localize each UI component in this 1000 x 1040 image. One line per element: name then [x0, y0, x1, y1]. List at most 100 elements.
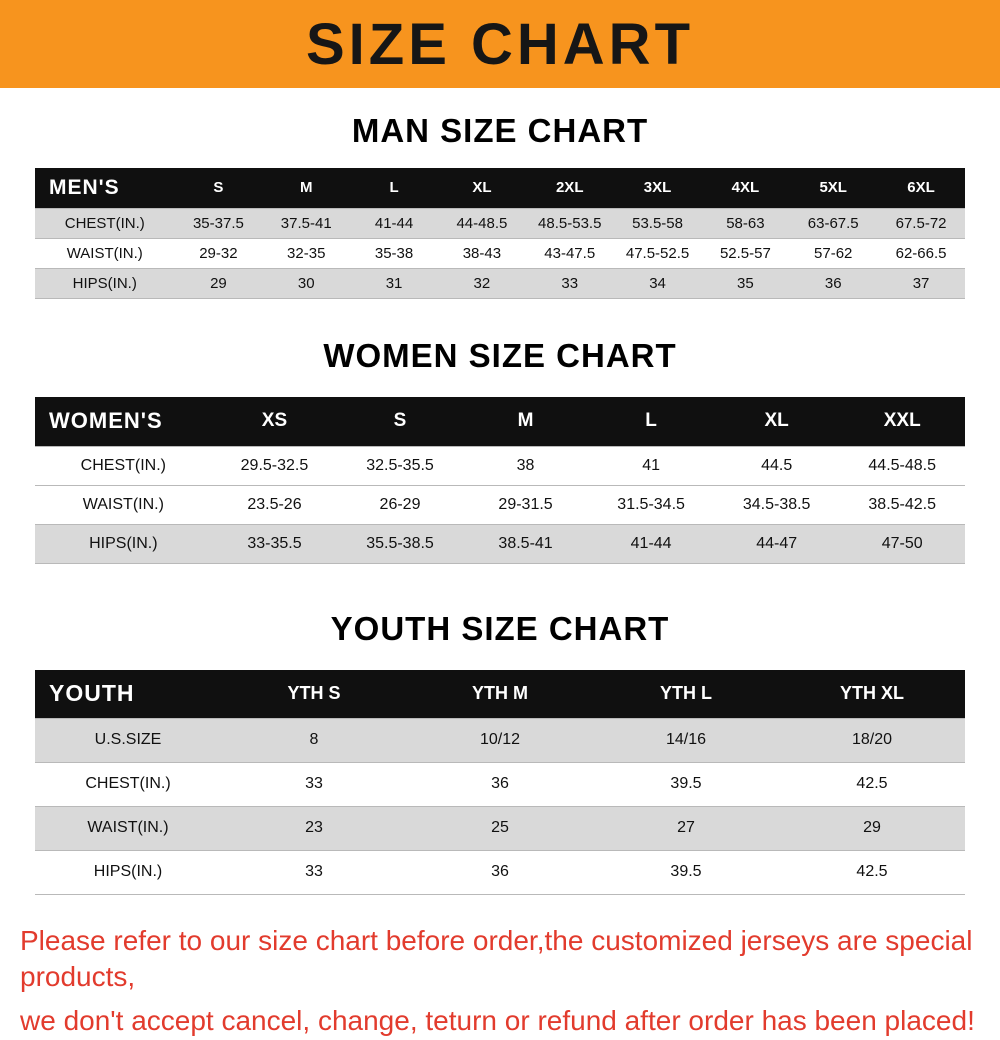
value-cell: 35-38 [374, 244, 414, 262]
table-header-row: YOUTH YTH S YTH M YTH L YTH XL [35, 670, 965, 718]
table-row: WAIST(IN.) 29-32 32-35 35-38 38-43 43-47.5 47.… [35, 238, 965, 268]
size-column-header: S [337, 396, 463, 447]
value-cell: 43-47.5 [544, 244, 596, 262]
value-cell: 63-67.5 [807, 214, 859, 232]
youth-size-table: YOUTH YTH S YTH M YTH L YTH XL U.S.SIZE 8 10/12… [35, 670, 965, 895]
row-label-cell: HIPS(IN.) [89, 535, 158, 552]
value-cell: 42.5 [856, 775, 888, 792]
value-cell: 32 [473, 274, 491, 292]
size-column-header: XL [713, 396, 840, 447]
size-column-header: 6XL [877, 168, 965, 208]
row-label-cell: WAIST(IN.) [87, 819, 169, 836]
value-cell: 47.5-52.5 [625, 244, 690, 262]
value-cell: 29 [210, 274, 227, 292]
value-cell: 39.5 [670, 863, 702, 880]
value-cell: 30 [297, 274, 315, 292]
value-cell: 32.5-35.5 [366, 457, 434, 474]
value-cell: 36 [491, 775, 509, 792]
value-cell: 35-37.5 [192, 214, 244, 232]
value-cell: 29-31.5 [498, 496, 553, 513]
row-label-cell: U.S.SIZE [94, 731, 162, 748]
man-size-chart-section: MAN SIZE CHART MEN'S S M L XL 2XL 3XL 4XL 5XL 6XL… [0, 112, 1000, 299]
value-cell: 38.5-41 [498, 535, 553, 552]
row-label-cell: HIPS(IN.) [72, 274, 137, 292]
value-cell: 34.5-38.5 [742, 496, 811, 513]
size-column-header: 4XL [701, 168, 790, 208]
row-label-cell: HIPS(IN.) [93, 863, 163, 880]
size-column-header: L [350, 168, 438, 208]
table-header-row: WOMEN'S XS S M L XL XXL [35, 396, 965, 447]
value-cell: 67.5-72 [895, 214, 947, 232]
value-cell: 53.5-58 [632, 214, 683, 232]
value-cell: 48.5-53.5 [538, 214, 602, 232]
value-cell: 44.5 [761, 457, 793, 474]
size-column-header: M [462, 396, 589, 447]
women-size-table: WOMEN'S XS S M L XL XXL CHEST(IN.) 29.5-32.5 32.5… [35, 396, 965, 565]
women-size-chart-section: WOMEN SIZE CHART WOMEN'S XS S M L XL XXL CHEST(… [0, 337, 1000, 565]
value-cell: 38 [516, 457, 535, 474]
value-cell: 37.5-41 [280, 214, 332, 232]
value-cell: 58-63 [726, 214, 765, 232]
size-column-header: XL [437, 168, 526, 208]
man-size-table: MEN'S S M L XL 2XL 3XL 4XL 5XL 6XL CHEST(IN.) 35-37… [35, 168, 965, 299]
value-cell: 52.5-57 [719, 244, 771, 262]
size-column-header: YTH M [407, 670, 593, 718]
value-cell: 8 [309, 731, 319, 748]
value-cell: 35 [737, 274, 754, 292]
table-row: CHEST(IN.) 29.5-32.5 32.5-35.5 38 41 44.5 44.5… [35, 446, 965, 486]
size-column-header: 5XL [789, 168, 878, 208]
table-row: WAIST(IN.) 23.5-26 26-29 29-31.5 31.5-34.5 34… [35, 486, 965, 525]
value-cell: 36 [824, 274, 842, 292]
row-label-cell: WAIST(IN.) [66, 244, 143, 262]
value-cell: 32-35 [287, 244, 326, 262]
size-column-header: XS [211, 396, 338, 447]
row-label-header: YOUTH [35, 670, 221, 718]
value-cell: 57-62 [814, 244, 853, 262]
value-cell: 29-32 [199, 244, 238, 262]
value-cell: 33 [561, 274, 579, 292]
value-cell: 37 [912, 274, 930, 292]
value-cell: 23 [305, 819, 323, 836]
size-column-header: M [262, 168, 351, 208]
value-cell: 33 [305, 863, 323, 880]
row-label-header: MEN'S [35, 168, 175, 208]
value-cell: 33-35.5 [247, 535, 302, 552]
value-cell: 29.5-32.5 [240, 457, 309, 474]
value-cell: 41 [642, 457, 660, 474]
table-row: HIPS(IN.) 33-35.5 35.5-38.5 38.5-41 41-44 44-… [35, 524, 965, 564]
value-cell: 41-44 [630, 535, 672, 552]
value-cell: 42.5 [856, 863, 888, 880]
page-title: SIZE CHART [306, 11, 694, 77]
value-cell: 25 [491, 819, 509, 836]
value-cell: 31 [385, 274, 403, 292]
value-cell: 34 [649, 274, 666, 292]
value-cell: 62-66.5 [895, 244, 947, 262]
value-cell: 44-48.5 [456, 214, 508, 232]
size-column-header: YTH XL [779, 670, 965, 718]
table-header-row: MEN'S S M L XL 2XL 3XL 4XL 5XL 6XL [35, 168, 965, 208]
size-column-header: YTH L [593, 670, 779, 718]
value-cell: 47-50 [881, 535, 923, 552]
youth-size-chart-section: YOUTH SIZE CHART YOUTH YTH S YTH M YTH L YTH… [0, 610, 1000, 895]
table-row: U.S.SIZE 8 10/12 14/16 18/20 [35, 718, 965, 762]
row-label-cell: CHEST(IN.) [80, 457, 166, 474]
table-row: CHEST(IN.) 33 36 39.5 42.5 [35, 762, 965, 806]
value-cell: 44-47 [756, 535, 798, 552]
section-title-youth: YOUTH SIZE CHART [330, 610, 670, 647]
size-column-header: YTH S [221, 670, 407, 718]
value-cell: 41-44 [374, 214, 414, 232]
footer-note: Please refer to our size chart before or… [0, 923, 1000, 1040]
row-label-cell: WAIST(IN.) [82, 496, 164, 513]
value-cell: 33 [305, 775, 323, 792]
value-cell: 14/16 [665, 731, 707, 748]
value-cell: 31.5-34.5 [617, 496, 685, 513]
size-column-header: 3XL [613, 168, 702, 208]
value-cell: 29 [863, 819, 881, 836]
row-label-cell: CHEST(IN.) [64, 214, 145, 232]
section-title-man: MAN SIZE CHART [351, 112, 649, 149]
value-cell: 18/20 [851, 731, 893, 748]
size-column-header: L [588, 396, 714, 447]
value-cell: 39.5 [670, 775, 702, 792]
value-cell: 10/12 [479, 731, 521, 748]
